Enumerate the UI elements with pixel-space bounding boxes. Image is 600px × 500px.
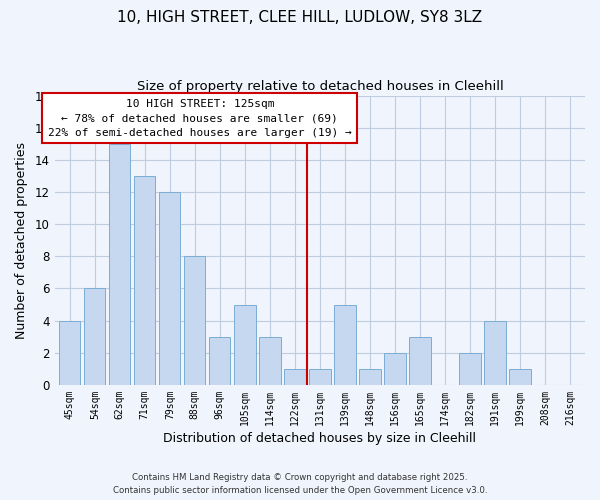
Bar — [460, 353, 481, 385]
Bar — [134, 176, 155, 385]
Bar — [109, 144, 130, 385]
Bar — [334, 304, 356, 385]
Bar — [234, 304, 256, 385]
Bar — [385, 353, 406, 385]
Bar — [284, 369, 305, 385]
Bar — [184, 256, 205, 385]
Bar — [259, 336, 281, 385]
Text: 10 HIGH STREET: 125sqm
← 78% of detached houses are smaller (69)
22% of semi-det: 10 HIGH STREET: 125sqm ← 78% of detached… — [48, 99, 352, 138]
Bar — [84, 288, 106, 385]
Bar — [409, 336, 431, 385]
Bar — [359, 369, 380, 385]
Y-axis label: Number of detached properties: Number of detached properties — [15, 142, 28, 339]
Bar — [309, 369, 331, 385]
Bar — [509, 369, 530, 385]
Text: 10, HIGH STREET, CLEE HILL, LUDLOW, SY8 3LZ: 10, HIGH STREET, CLEE HILL, LUDLOW, SY8 … — [118, 10, 482, 25]
Bar — [484, 320, 506, 385]
Text: Contains HM Land Registry data © Crown copyright and database right 2025.
Contai: Contains HM Land Registry data © Crown c… — [113, 473, 487, 495]
Bar — [209, 336, 230, 385]
X-axis label: Distribution of detached houses by size in Cleehill: Distribution of detached houses by size … — [163, 432, 476, 445]
Bar — [59, 320, 80, 385]
Title: Size of property relative to detached houses in Cleehill: Size of property relative to detached ho… — [137, 80, 503, 93]
Bar — [159, 192, 181, 385]
